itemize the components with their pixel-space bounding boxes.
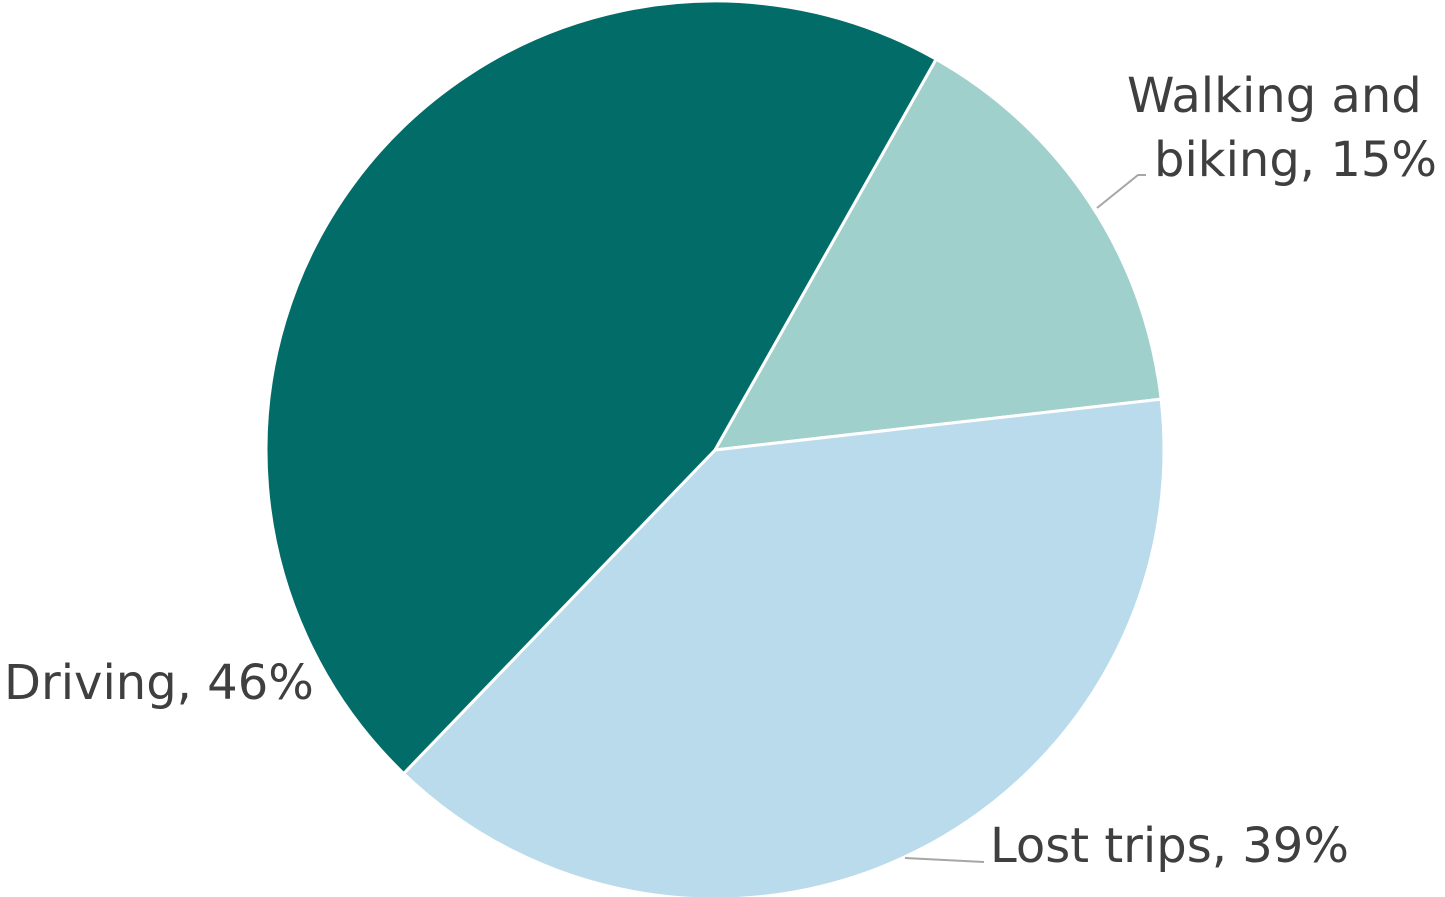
leader-line-walking-biking: [1096, 174, 1146, 209]
slice-label-walking-biking-line-2: biking, 15%: [1154, 132, 1437, 188]
slice-label-lost-trips: Lost trips, 39%: [990, 818, 1349, 874]
leader-line-lost-trips: [904, 857, 985, 863]
slice-walking-biking: [713, 57, 1163, 452]
slice-lost-trips: [402, 397, 1166, 897]
slice-label-walking-biking: Walking and biking, 15%: [1127, 68, 1437, 188]
labels-group: Walking and biking, 15% Lost trips, 39% …: [4, 68, 1437, 874]
slice-driving: [264, 0, 938, 776]
slice-label-walking-biking-line-1: Walking and: [1127, 68, 1422, 124]
leader-lines-group: [904, 174, 1146, 863]
slices-group: [264, 0, 1166, 897]
slice-label-driving: Driving, 46%: [4, 655, 314, 711]
